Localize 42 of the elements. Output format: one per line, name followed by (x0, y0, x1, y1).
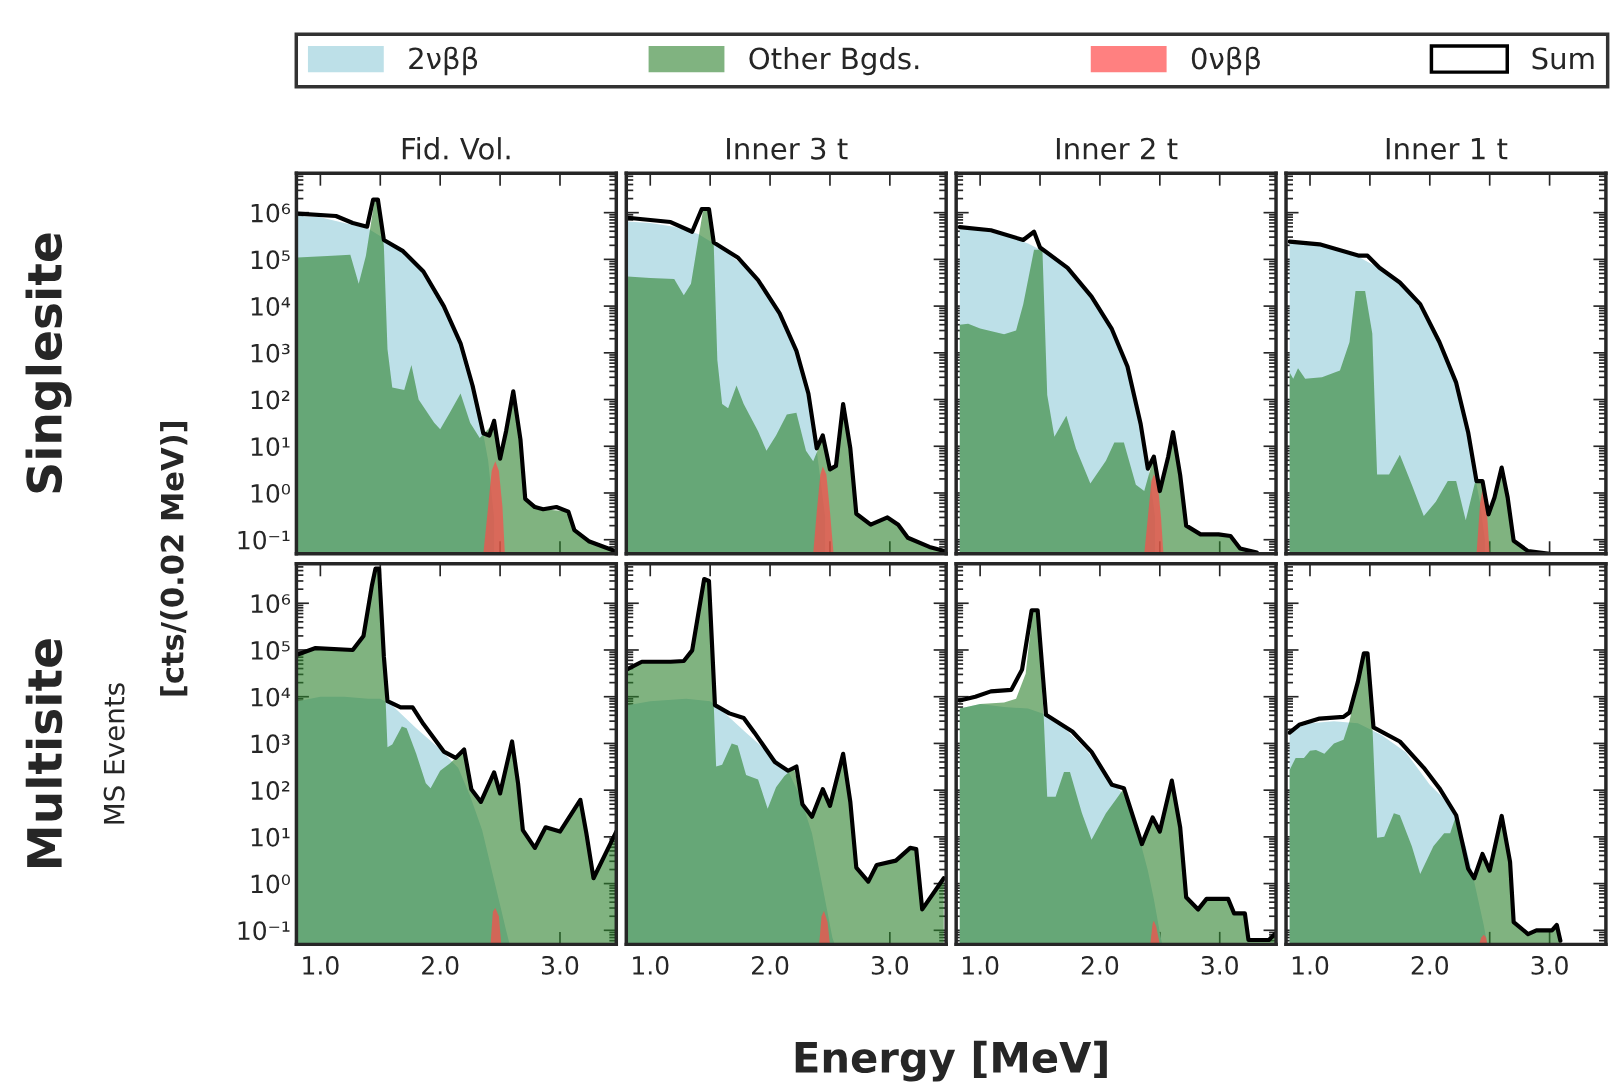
x-tick-label: 1.0 (962, 955, 999, 975)
y-tick-label: 10⁶ (251, 203, 291, 223)
text: [cts/(0.02 MeV)] (160, 422, 188, 696)
chart-title: Inner 3 t (727, 137, 848, 160)
text: MS Events (103, 683, 125, 824)
x-tick-label: 1.0 (633, 955, 669, 975)
y-tick-label: 10⁰ (251, 874, 290, 894)
x-tick-label: 3.0 (871, 955, 909, 975)
legend-label: 2νββ (409, 46, 478, 76)
y-tick-label: 10⁻¹ (238, 530, 290, 550)
chart-title: Inner 2 t (1056, 137, 1178, 160)
x-tick-label: 3.0 (542, 955, 579, 975)
y-tick-label: 10² (251, 390, 290, 410)
y-tick-label: 10³ (251, 343, 290, 363)
y-tick-label: 10² (251, 781, 290, 800)
x-tick-label: 2.0 (1081, 955, 1119, 975)
line-series (296, 566, 617, 881)
chart-title: Inner 1 t (1386, 138, 1508, 160)
x-tick-label: 3.0 (1201, 955, 1238, 975)
x-tick-label: 3.0 (1531, 955, 1568, 975)
y-axis-title: Multisite (25, 639, 63, 867)
y-tick-label: 10⁵ (251, 640, 290, 660)
y-tick-label: 10⁶ (251, 594, 291, 614)
legend-label: Sum (1532, 47, 1594, 70)
x-axis-title: Energy [MeV] (795, 1040, 1107, 1082)
y-tick-label: 10⁴ (251, 297, 291, 316)
y-tick-label: 10⁴ (251, 687, 291, 707)
y-tick-label: 10⁻¹ (238, 921, 290, 941)
legend-label: Other Bgds. (749, 46, 919, 76)
x-tick-label: 2.0 (422, 955, 459, 975)
y-tick-label: 10⁰ (251, 483, 290, 503)
x-tick-label: 1.0 (1292, 955, 1329, 975)
y-tick-label: 10¹ (251, 827, 290, 847)
y-tick-label: 10¹ (251, 437, 290, 457)
x-tick-label: 2.0 (752, 955, 789, 975)
y-tick-label: 10³ (251, 734, 290, 754)
x-tick-label: 2.0 (1411, 955, 1449, 975)
y-tick-label: 10⁵ (251, 250, 290, 270)
y-axis-title: Singlesite (25, 233, 72, 493)
x-tick-label: 1.0 (303, 955, 339, 975)
chart-title: Fid. Vol. (402, 137, 510, 160)
legend-label: 0νββ (1191, 46, 1260, 76)
